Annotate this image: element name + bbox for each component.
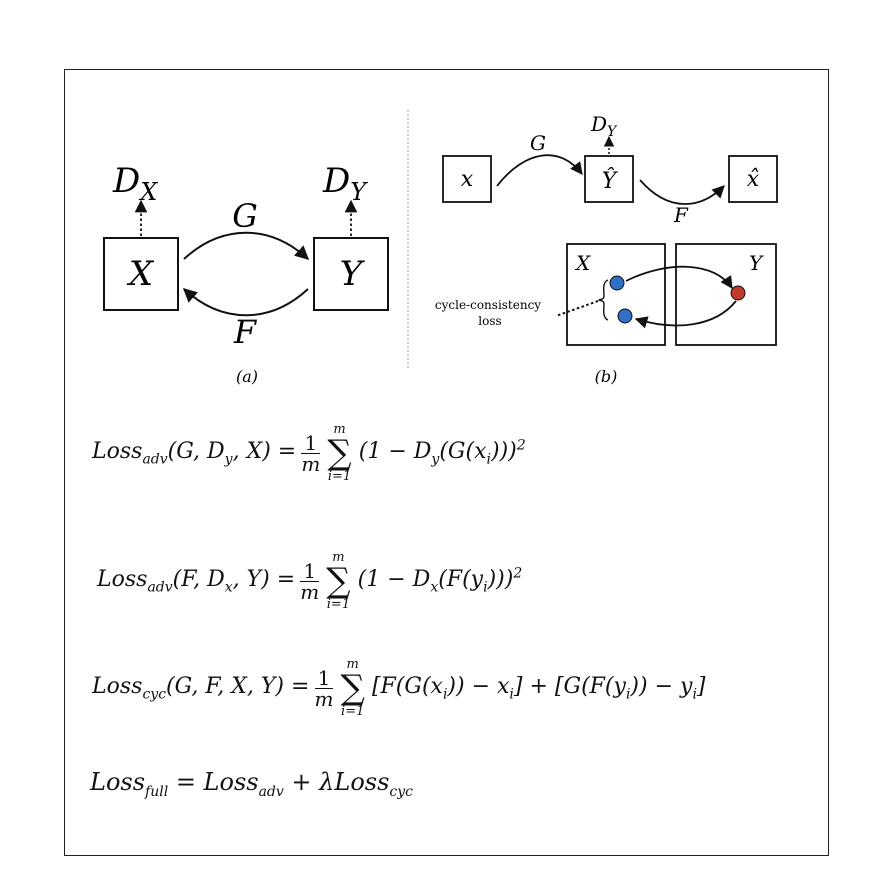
arrow-g-label: G: [232, 197, 258, 235]
disc-b-label: DY: [590, 112, 618, 140]
arrow-g: [183, 231, 310, 260]
domain-y-box: [675, 243, 777, 346]
node-x-box: [103, 237, 179, 311]
arrow-b-g-label: G: [530, 131, 546, 155]
point-x: [609, 275, 625, 291]
caption-b: (b): [595, 367, 618, 386]
domain-y-label: Y: [749, 251, 764, 275]
arrow-f: [182, 288, 309, 317]
diagram-b: x Ŷ x̂ DY G F X Y cycle-consistency loss…: [435, 112, 778, 386]
cycle-brace: [598, 279, 609, 321]
domain-x-label: X: [574, 251, 591, 275]
disc-x-label: DX: [112, 161, 158, 206]
box-x: [442, 155, 492, 203]
box-xhat-label: x̂: [747, 167, 760, 192]
cycle-backward-arrow: [634, 300, 737, 329]
arrow-f-label: F: [233, 313, 258, 351]
diagram-a: X Y DX DY G F (a): [103, 161, 389, 386]
arrow-b-f: [639, 179, 725, 205]
node-y-box: [313, 237, 389, 311]
domain-x-box: [566, 243, 666, 346]
box-yhat: [584, 155, 634, 203]
arrow-b-g: [496, 154, 583, 187]
node-y-label: Y: [340, 254, 366, 294]
cycle-forward-arrow: [625, 265, 733, 290]
point-y: [730, 285, 746, 301]
arrow-b-f-label: F: [673, 203, 689, 227]
point-x-reconstructed: [617, 308, 633, 324]
annotation-line2: loss: [478, 314, 501, 328]
box-yhat-label: Ŷ: [602, 167, 619, 194]
equation-full: Lossfull = Lossadv + λLosscyc: [90, 768, 413, 800]
disc-y-label: DY: [322, 161, 368, 206]
annotation-leader: [555, 300, 599, 317]
annotation-line1: cycle-consistency: [435, 298, 541, 312]
box-x-label: x: [461, 167, 474, 192]
box-xhat: [728, 155, 778, 203]
node-x-label: X: [126, 254, 155, 294]
caption-a: (a): [236, 367, 258, 386]
